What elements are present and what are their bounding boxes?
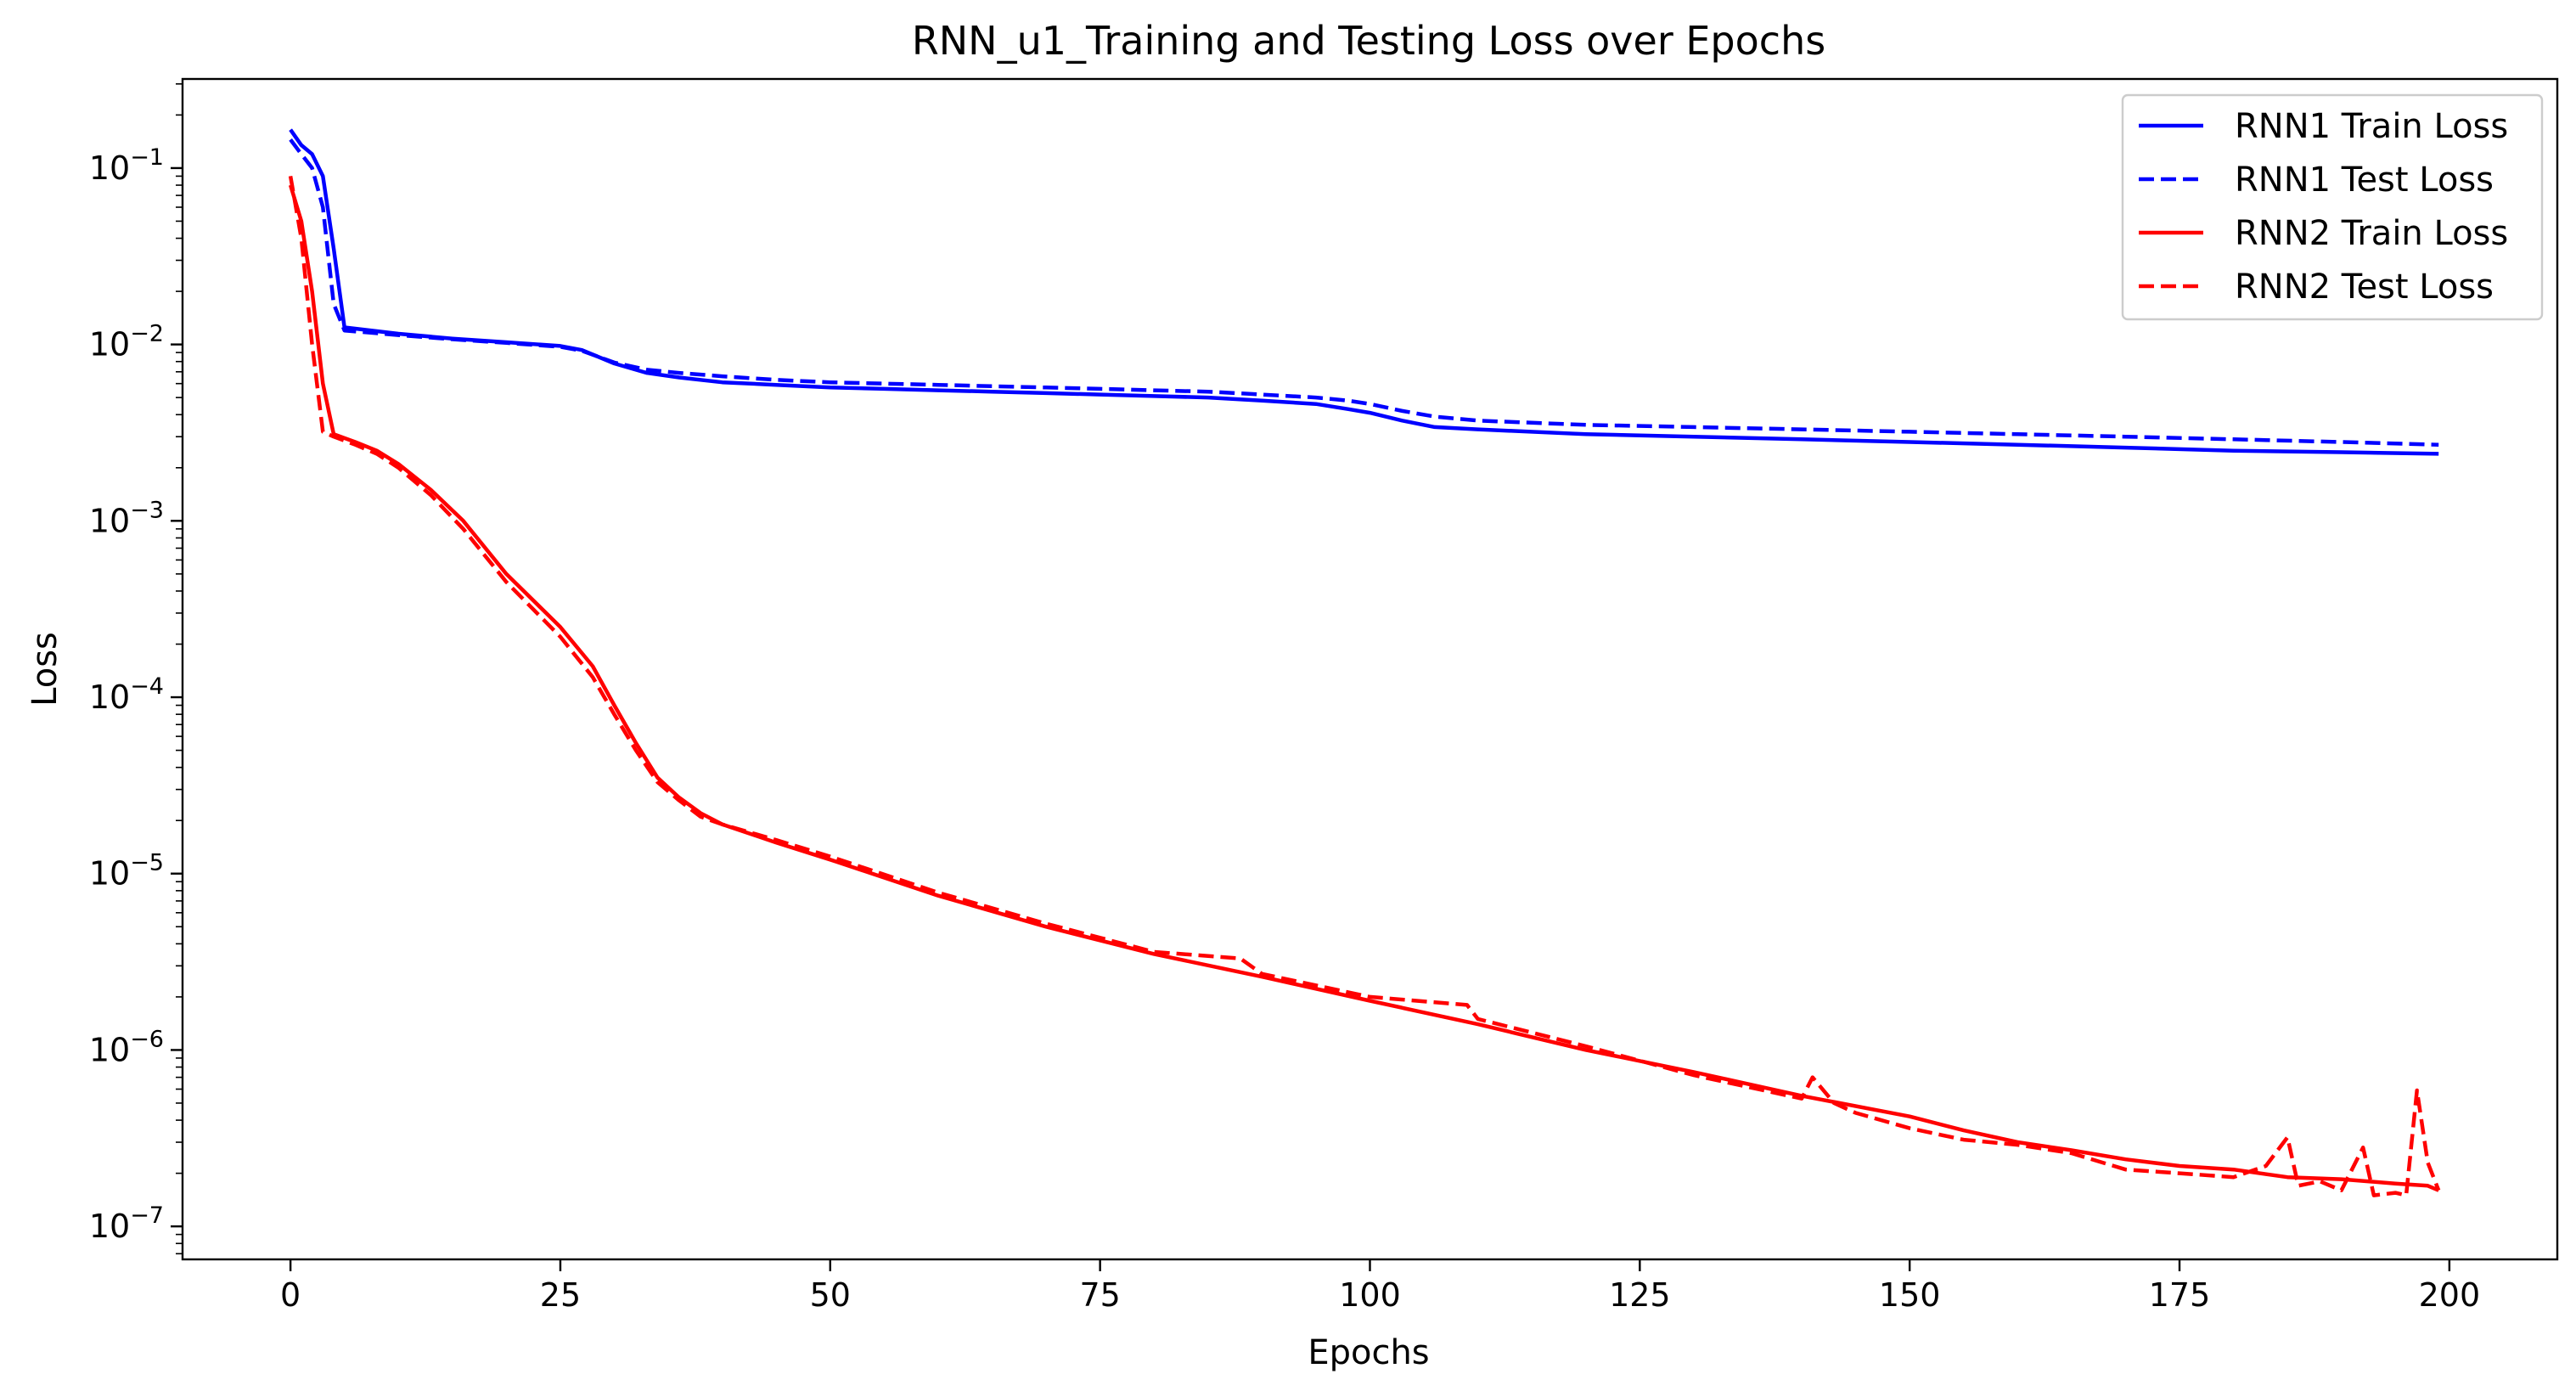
series-line-3 <box>288 184 2440 1192</box>
x-axis: 0 25 50 75 100 125 150 175 200 <box>280 1259 2480 1314</box>
series-layer <box>288 128 2441 1197</box>
y-tick-label: 10−6 <box>89 1026 164 1068</box>
y-tick-label: 10−7 <box>89 1202 164 1245</box>
legend-label-4: RNN2 Test Loss <box>2235 268 2494 307</box>
x-tick-label: 175 <box>2149 1276 2211 1314</box>
y-tick-label: 10−5 <box>89 850 164 893</box>
chart-title: RNN_u1_Training and Testing Loss over Ep… <box>912 18 1825 64</box>
legend-frame <box>2121 93 2544 321</box>
x-axis-label: Epochs <box>1308 1333 1429 1372</box>
x-tick-label: 50 <box>810 1276 851 1314</box>
series-line-1 <box>289 128 2439 456</box>
series-line-2 <box>289 138 2439 447</box>
y-axis: 10−7 10−6 10−5 10−4 10−3 10−2 10−1 <box>89 83 183 1255</box>
legend-label-3: RNN2 Train Loss <box>2235 214 2508 253</box>
x-tick-label: 200 <box>2419 1276 2481 1314</box>
y-axis-label: Loss <box>25 632 65 707</box>
legend-label-1: RNN1 Train Loss <box>2235 107 2508 146</box>
x-tick-label: 25 <box>540 1276 581 1314</box>
y-tick-label: 10−1 <box>89 144 164 187</box>
series-line-4 <box>288 176 2441 1197</box>
legend-label-2: RNN1 Test Loss <box>2235 160 2494 200</box>
x-tick-label: 100 <box>1339 1276 1401 1314</box>
x-tick-label: 0 <box>280 1276 301 1314</box>
x-tick-label: 75 <box>1079 1276 1120 1314</box>
y-tick-label: 10−2 <box>89 321 164 363</box>
x-tick-label: 150 <box>1879 1276 1941 1314</box>
x-tick-label: 125 <box>1609 1276 1671 1314</box>
y-tick-label: 10−3 <box>89 497 164 539</box>
plot-area <box>181 77 2559 1261</box>
y-tick-label: 10−4 <box>89 673 164 716</box>
legend: RNN1 Train Loss RNN1 Test Loss RNN2 Train … <box>2121 93 2544 321</box>
